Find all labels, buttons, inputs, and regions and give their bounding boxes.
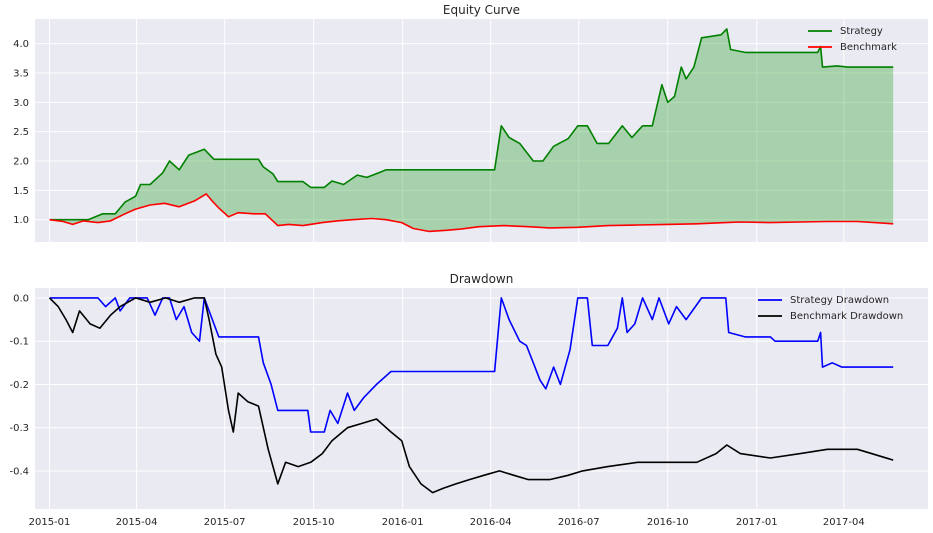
x-tick-label: 2015-07 xyxy=(204,517,246,528)
drawdown-chart-title: Drawdown xyxy=(450,272,514,286)
equity-curve-panel: 1.0 1.5 2.0 2.5 3.0 3.5 4.0 Equity Curve Strat… xyxy=(13,3,928,242)
drawdown-series-line-1 xyxy=(48,297,894,494)
x-tick-label: 2017-01 xyxy=(736,517,778,528)
equity-series-line-1 xyxy=(49,193,894,233)
equity-gridlines xyxy=(35,19,928,242)
x-tick-label: 2016-01 xyxy=(382,517,424,528)
y-tick-label: -0.2 xyxy=(9,380,29,391)
y-tick-label: 4.0 xyxy=(13,39,29,50)
equity-fill-area xyxy=(49,29,894,232)
x-tick-label: 2015-04 xyxy=(116,517,158,528)
y-tick-label: 3.0 xyxy=(13,98,29,109)
drawdown-x-ticks: 2015-01 2015-04 2015-07 2015-10 2016-01 2016-… xyxy=(29,517,865,528)
y-tick-label: -0.1 xyxy=(9,337,29,348)
drawdown-plot-area xyxy=(35,288,928,509)
legend-label: Strategy Drawdown xyxy=(790,295,889,306)
y-tick-label: 3.5 xyxy=(13,68,29,79)
equity-series-lines xyxy=(49,28,894,233)
drawdown-y-ticks: 0.0 -0.1 -0.2 -0.3 -0.4 xyxy=(9,293,29,477)
x-tick-label: 2015-01 xyxy=(29,517,71,528)
y-tick-label: -0.4 xyxy=(9,466,29,477)
x-tick-label: 2017-04 xyxy=(823,517,865,528)
legend-label: Benchmark Drawdown xyxy=(790,311,903,322)
legend-label: Strategy xyxy=(840,26,883,37)
equity-series-line-0 xyxy=(49,28,894,221)
equity-chart-title: Equity Curve xyxy=(443,3,520,17)
x-tick-label: 2016-10 xyxy=(647,517,689,528)
drawdown-series-line-0 xyxy=(49,297,894,433)
y-tick-label: 2.5 xyxy=(13,127,29,138)
equity-y-ticks: 1.0 1.5 2.0 2.5 3.0 3.5 4.0 xyxy=(13,39,29,226)
drawdown-panel: 0.0-0.1-0.2-0.3-0.4 2015-01 2015-04 2015-0… xyxy=(9,272,928,528)
drawdown-series-lines xyxy=(48,297,894,494)
y-tick-label: 2.0 xyxy=(13,157,29,168)
x-tick-label: 2015-10 xyxy=(293,517,335,528)
y-tick-label: 1.5 xyxy=(13,186,29,197)
x-tick-label: 2016-04 xyxy=(470,517,512,528)
y-tick-label: -0.3 xyxy=(9,423,29,434)
y-tick-label: 1.0 xyxy=(13,215,29,226)
drawdown-legend: Strategy Drawdown Benchmark Drawdown xyxy=(758,295,903,322)
equity-legend: Strategy Benchmark xyxy=(808,26,897,53)
x-tick-label: 2016-07 xyxy=(558,517,600,528)
y-tick-label: 0.0 xyxy=(13,293,29,304)
legend-label: Benchmark xyxy=(840,42,897,53)
